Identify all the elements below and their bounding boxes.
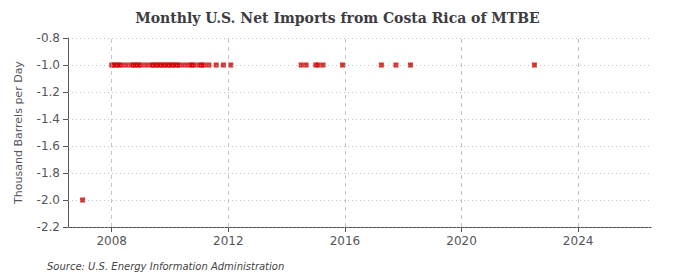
svg-text:-0.8: -0.8: [37, 31, 60, 45]
svg-text:2008: 2008: [96, 234, 127, 248]
svg-text:-1.0: -1.0: [37, 58, 60, 72]
svg-text:2012: 2012: [213, 234, 244, 248]
svg-text:-1.2: -1.2: [37, 85, 60, 99]
svg-text:-1.8: -1.8: [37, 166, 60, 180]
svg-text:-1.4: -1.4: [37, 112, 60, 126]
svg-text:-2.0: -2.0: [37, 193, 60, 207]
svg-text:Thousand Barrels per Day: Thousand Barrels per Day: [12, 61, 25, 205]
svg-text:Source: U.S. Energy Informatio: Source: U.S. Energy Information Administ…: [47, 261, 284, 272]
svg-text:2020: 2020: [446, 234, 477, 248]
svg-text:2024: 2024: [563, 234, 594, 248]
svg-text:-2.2: -2.2: [37, 220, 60, 234]
svg-text:2016: 2016: [330, 234, 361, 248]
svg-text:-1.6: -1.6: [37, 139, 60, 153]
svg-text:Monthly U.S. Net Imports from: Monthly U.S. Net Imports from Costa Rica…: [135, 10, 540, 26]
